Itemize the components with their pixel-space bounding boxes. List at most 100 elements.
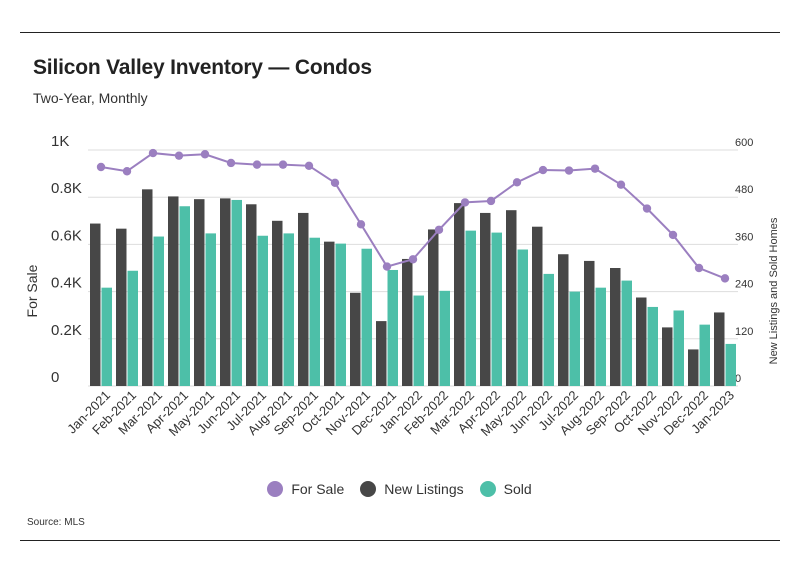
right-tick-label: 480 (735, 184, 753, 196)
left-tick-label: 0 (51, 369, 59, 386)
bar-sold (699, 324, 710, 386)
bar-new-listings (376, 321, 387, 386)
legend-label-new-listings: New Listings (384, 481, 464, 497)
legend-swatch-new-listings (360, 481, 377, 497)
for-sale-point (122, 167, 132, 176)
legend-label-sold: Sold (503, 481, 532, 497)
for-sale-point (590, 164, 600, 173)
for-sale-point (642, 204, 652, 213)
bar-sold (153, 236, 164, 386)
left-tick-label: 1K (51, 133, 69, 150)
bar-new-listings (584, 260, 595, 386)
for-sale-point (356, 220, 366, 229)
bar-sold (517, 249, 528, 386)
bar-new-listings (402, 258, 413, 386)
right-tick-label: 0 (735, 373, 741, 385)
bar-new-listings (480, 212, 491, 386)
for-sale-point (304, 161, 314, 171)
right-tick-label: 120 (735, 326, 753, 338)
legend: For Sale New Listings Sold (0, 481, 799, 497)
left-tick-label: 0.2K (51, 322, 82, 339)
source-note: Source: MLS (27, 517, 85, 528)
left-tick-label: 0.6K (51, 227, 82, 244)
for-sale-point (330, 178, 340, 188)
bar-sold (647, 306, 658, 386)
for-sale-point (434, 225, 444, 234)
for-sale-line-series (96, 148, 730, 283)
bar-new-listings (324, 241, 335, 386)
bar-sold (569, 291, 580, 386)
bar-sold (101, 287, 112, 386)
for-sale-point (460, 198, 470, 207)
bar-sold (491, 232, 502, 386)
bar-sold (257, 235, 268, 386)
bar-new-listings (272, 220, 283, 386)
bar-sold (543, 273, 554, 386)
bar-new-listings (454, 203, 465, 386)
for-sale-point (96, 162, 106, 172)
for-sale-point (694, 263, 704, 273)
for-sale-point (174, 151, 184, 160)
bar-new-listings (428, 229, 439, 386)
bar-sold (413, 295, 424, 386)
bar-new-listings (636, 297, 647, 386)
for-sale-point (148, 148, 158, 158)
bar-new-listings (168, 196, 179, 386)
for-sale-point (538, 165, 548, 175)
for-sale-point (616, 180, 626, 189)
bar-new-listings (662, 327, 673, 386)
for-sale-point (668, 230, 678, 240)
bar-new-listings (506, 210, 517, 386)
bar-sold (673, 310, 684, 386)
bar-sold (283, 233, 294, 386)
bar-new-listings (610, 268, 621, 386)
bar-new-listings (558, 254, 569, 386)
bar-new-listings (246, 204, 257, 386)
right-axis-label: New Listings and Sold Homes (768, 217, 780, 364)
legend-item-sold: Sold (479, 481, 532, 497)
for-sale-point (278, 160, 288, 169)
bar-sold (205, 233, 216, 386)
bar-sold (595, 287, 606, 386)
bar-sold (127, 270, 138, 386)
bar-new-listings (298, 212, 309, 386)
bar-new-listings (350, 292, 361, 386)
for-sale-point (564, 166, 574, 175)
bar-sold (621, 280, 632, 386)
bar-sold (465, 230, 476, 386)
for-sale-point (408, 255, 418, 264)
bar-sold (361, 248, 372, 386)
chart-subtitle: Two-Year, Monthly (33, 90, 148, 106)
bar-sold (439, 290, 450, 386)
for-sale-point (382, 262, 392, 271)
bar-sold (335, 243, 346, 386)
bar-new-listings (532, 226, 543, 386)
top-rule (20, 32, 780, 33)
bar-new-listings (714, 312, 725, 386)
for-sale-point (200, 150, 210, 159)
x-axis-ticks: Jan-2021Feb-2021Mar-2021Apr-2021May-2021… (64, 388, 737, 439)
bar-sold (309, 237, 320, 386)
bar-sold (231, 199, 242, 386)
bar-series (90, 189, 736, 386)
bar-new-listings (688, 349, 699, 386)
left-tick-label: 0.4K (51, 275, 82, 292)
left-axis-label: For Sale (24, 264, 40, 317)
legend-swatch-sold (479, 481, 496, 497)
for-sale-point (226, 158, 236, 168)
bar-new-listings (90, 223, 101, 386)
bar-sold (725, 343, 736, 386)
for-sale-point (720, 274, 730, 283)
bar-new-listings (116, 228, 127, 386)
bar-new-listings (194, 199, 205, 386)
bar-sold (387, 269, 398, 386)
bar-new-listings (220, 198, 231, 386)
legend-label-for-sale: For Sale (291, 481, 345, 497)
legend-item-new-listings: New Listings (360, 481, 464, 497)
left-tick-label: 0.8K (51, 180, 82, 197)
bar-new-listings (142, 189, 153, 386)
right-tick-label: 360 (735, 231, 753, 243)
chart-title: Silicon Valley Inventory — Condos (33, 56, 372, 79)
for-sale-point (512, 178, 522, 187)
